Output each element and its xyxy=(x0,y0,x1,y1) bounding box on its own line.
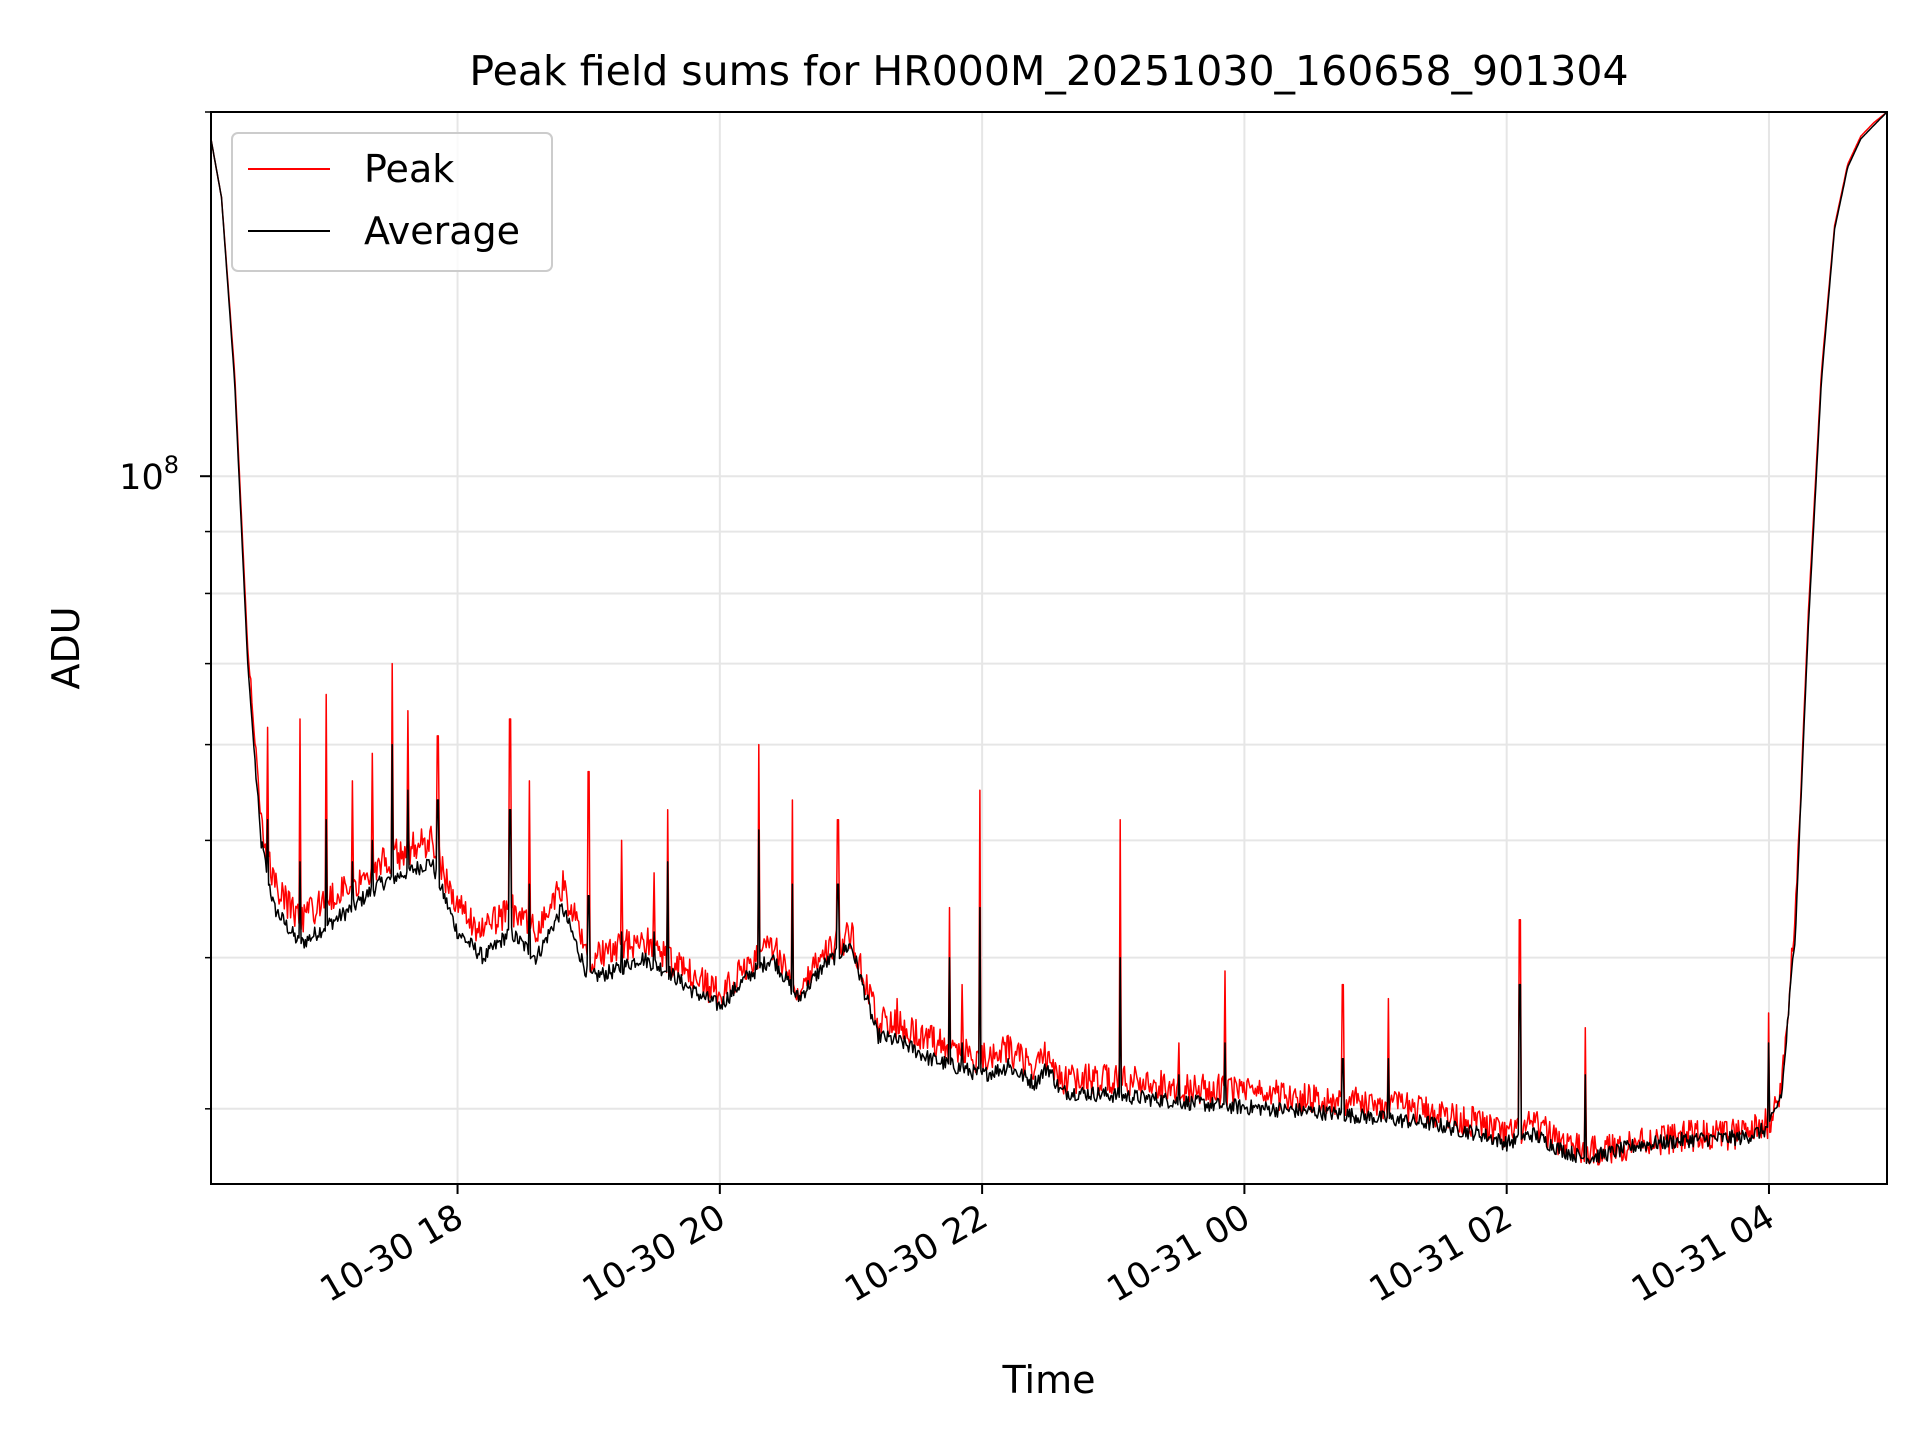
legend-box xyxy=(231,132,553,272)
series-line-peak xyxy=(211,112,1887,1166)
series-line-average xyxy=(211,112,1887,1165)
legend: Peak Average xyxy=(231,132,553,272)
y-axis-label: ADU xyxy=(44,606,88,689)
axes-frame xyxy=(210,111,1888,1185)
series-layer xyxy=(211,112,1887,1166)
legend-label-average: Average xyxy=(364,209,520,253)
legend-label-peak: Peak xyxy=(364,147,454,191)
y-tick-label: 108 xyxy=(119,451,179,498)
x-axis-label: Time xyxy=(1002,1358,1096,1402)
y-axis-ticks: 108 xyxy=(119,111,211,1110)
chart-title: Peak field sums for HR000M_20251030_1606… xyxy=(469,47,1628,95)
